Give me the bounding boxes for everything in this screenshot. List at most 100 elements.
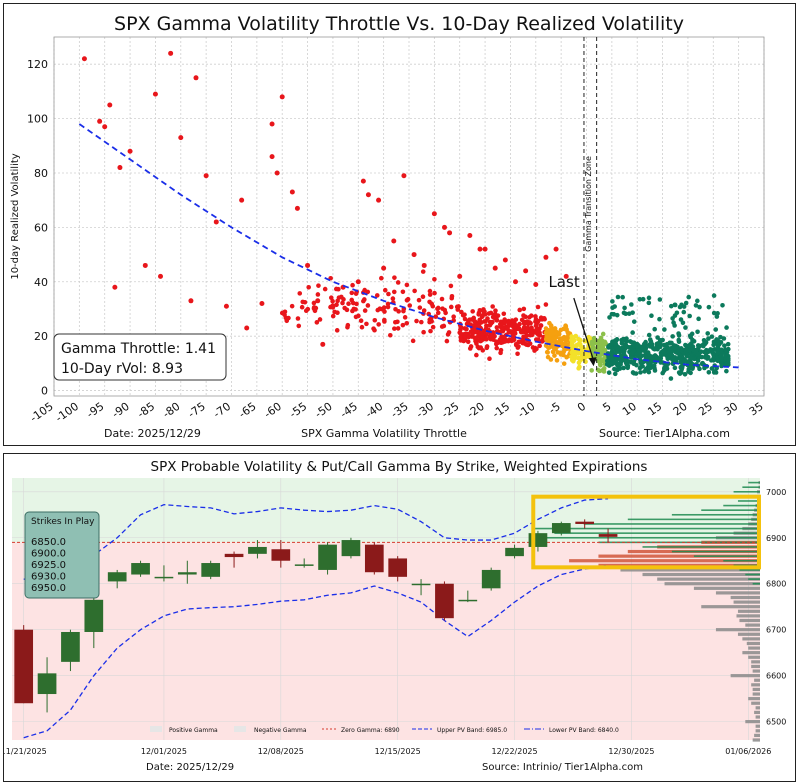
scatter-point [706, 336, 711, 341]
scatter-point [350, 308, 355, 314]
scatter-point [599, 339, 604, 345]
scatter-point [374, 293, 380, 298]
x-tick-label: 12/08/2025 [258, 747, 304, 756]
scatter-point [381, 265, 387, 271]
scatter-point [473, 326, 478, 331]
scatter-point [470, 332, 475, 337]
scatter-point [668, 376, 674, 381]
scatter-point [315, 298, 321, 304]
scatter-point [481, 309, 487, 314]
scatter-point [417, 305, 423, 310]
scatter-point [432, 276, 437, 282]
scatter-point [178, 135, 184, 141]
scatter-point [541, 315, 547, 321]
legend-swatch-negative [234, 726, 246, 732]
y-tick-label: 7000 [766, 488, 786, 497]
scatter-point [604, 358, 610, 364]
scatter-point [448, 283, 454, 289]
y-tick-label: 6700 [766, 626, 786, 635]
scatter-point [712, 339, 717, 345]
scatter-point [642, 348, 647, 354]
scatter-point [168, 50, 174, 56]
scatter-point [313, 305, 319, 311]
scatter-point [401, 308, 406, 314]
scatter-point [634, 362, 639, 368]
put-gamma-bar [754, 710, 760, 715]
scatter-point [563, 327, 569, 332]
scatter-point [614, 312, 620, 318]
x-tick-label: -25 [439, 400, 461, 421]
put-gamma-bar [748, 697, 760, 701]
scatter-point [474, 352, 479, 358]
scatter-point [607, 315, 612, 320]
scatter-point [621, 365, 626, 371]
scatter-point [722, 343, 727, 348]
candle-body [154, 576, 174, 579]
scatter-point [359, 324, 365, 330]
call-gamma-bar [693, 555, 760, 557]
scatter-point [328, 295, 334, 301]
scatter-point [494, 325, 500, 330]
x-axis-label: SPX Gamma Volatility Throttle [301, 427, 467, 440]
put-gamma-bar [755, 706, 760, 710]
scatter-point [560, 335, 566, 341]
scatter-point [379, 306, 384, 312]
scatter-point [382, 287, 388, 293]
scatter-point [612, 304, 617, 309]
scatter-point [670, 334, 675, 339]
scatter-point [400, 289, 406, 295]
scatter-point [346, 301, 351, 307]
legend-upper-band: Upper PV Band: 6985.0 [437, 727, 507, 734]
scatter-point [435, 310, 441, 316]
x-tick-label: -75 [186, 400, 208, 421]
scatter-point [306, 285, 311, 290]
positive-gamma-region [12, 478, 760, 543]
scatter-point [602, 339, 608, 345]
candle-body [224, 553, 244, 558]
put-gamma-bar [754, 678, 760, 682]
scatter-point [480, 335, 485, 340]
scatter-point [630, 370, 636, 375]
candle-body [37, 673, 57, 695]
scatter-point [695, 358, 701, 363]
scatter-point [696, 316, 701, 322]
candle-body [177, 572, 197, 575]
scatter-point [726, 362, 731, 368]
x-tick-label: -85 [135, 400, 157, 421]
put-gamma-bar [737, 609, 760, 613]
scatter-point [502, 257, 508, 263]
scatter-point [681, 358, 687, 364]
scatter-point [432, 290, 437, 296]
x-tick-label: -30 [414, 400, 436, 421]
scatter-point [259, 301, 265, 307]
scatter-point [457, 273, 463, 279]
scatter-point [501, 311, 507, 317]
scatter-point [451, 314, 456, 319]
scatter-point [535, 318, 540, 324]
scatter-point [577, 337, 582, 343]
scatter-point [467, 346, 473, 351]
scatter-point [407, 303, 413, 308]
scatter-point [652, 368, 658, 373]
scatter-point [476, 323, 482, 329]
scatter-point [478, 338, 483, 344]
put-gamma-bar [693, 586, 760, 590]
put-gamma-bar [569, 559, 760, 563]
call-gamma-bar [642, 546, 760, 548]
scatter-point [631, 319, 637, 324]
scatter-point [464, 326, 469, 332]
scatter-point [305, 262, 311, 268]
x-tick-label: -60 [262, 400, 284, 421]
put-gamma-bar [754, 733, 760, 738]
scatter-point [517, 307, 523, 313]
put-gamma-bar [701, 605, 760, 609]
scatter-point [724, 325, 729, 330]
scatter-point [344, 307, 350, 313]
call-gamma-bar [671, 513, 760, 516]
scatter-point [697, 304, 702, 310]
call-gamma-bar [723, 559, 760, 562]
scatter-point [297, 291, 303, 296]
scatter-point [372, 317, 378, 323]
scatter-point [594, 341, 600, 346]
scatter-point [613, 358, 619, 364]
